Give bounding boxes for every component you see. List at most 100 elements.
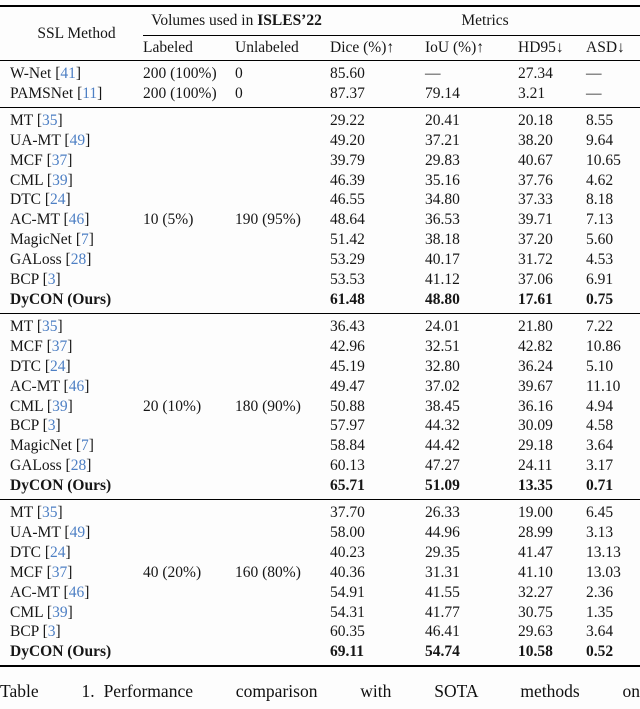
method-cell: MT [35] [0,106,143,131]
table-row: DyCON (Ours) 65.71 51.09 13.35 0.71 [0,476,640,499]
method-cell: MCF [37] [10,151,73,169]
labeled-volumes-cell [143,603,235,623]
asd-value-cell: 6.91 [586,271,614,289]
hd95-value-cell: 36.16 [518,397,553,415]
table-section-labeled-10-percent: MT [35] 36.43 24.01 21.80 7.22 MCF [37] 42.96 3… [0,312,640,499]
citation-link[interactable]: 3 [47,417,56,435]
hd95-value-cell: 38.20 [518,131,553,149]
iou-value-cell: 37.21 [425,131,460,149]
hd95-value-cell: 41.47 [518,543,553,561]
citation-link[interactable]: 28 [70,251,87,269]
citation-link[interactable]: 39 [52,171,68,189]
citation-link[interactable]: 49 [69,523,86,541]
dice-value-cell: 36.43 [330,312,426,337]
unlabeled-volumes-cell [235,583,330,603]
labeled-volumes-cell [143,436,235,456]
citation-link[interactable]: 35 [42,317,58,335]
labeled-volumes-cell [143,642,235,668]
hd95-value-cell: 27.34 [518,65,553,82]
citation-link[interactable]: 24 [50,543,66,561]
method-cell: BCP [3] [10,271,61,289]
citation-link[interactable]: 46 [68,211,85,229]
citation-link[interactable]: 7 [81,231,89,249]
table-row: CML [39] 20 (10%) 180 (90%) 50.88 38.45 36.16… [0,397,640,417]
unlabeled-volumes-cell [235,106,331,131]
citation-link[interactable]: 24 [50,357,66,375]
unlabeled-volumes-cell: 160 (80%) [235,563,301,581]
citation-link[interactable]: 46 [68,377,85,395]
method-cell: CML [39] [10,397,73,415]
dice-value-cell: 46.39 [330,171,365,189]
citation-link[interactable]: 46 [68,583,85,601]
iou-value-cell: 47.27 [425,457,460,475]
method-cell: BCP [3] [10,623,61,641]
labeled-volumes-cell: 200 (100%) [143,84,217,102]
unlabeled-volumes-cell [235,290,330,313]
asd-value-cell: 5.10 [586,357,614,375]
citation-link[interactable]: 11 [82,84,98,102]
hd95-value-cell: 30.75 [518,603,553,621]
citation-link[interactable]: 37 [51,151,68,169]
method-cell: UA-MT [49] [10,131,91,149]
citation-link[interactable]: 3 [47,271,56,289]
column-header-labeled: Labeled [143,35,235,61]
table-row: MCF [37] 42.96 32.51 42.82 10.86 [0,337,640,357]
citation-link[interactable]: 35 [42,504,58,522]
citation-link[interactable]: 35 [42,111,58,129]
asd-value-cell: 2.36 [586,583,614,601]
citation-link[interactable]: 24 [50,191,66,209]
asd-value-cell: 13.13 [586,543,621,561]
dice-value-cell: 65.71 [330,477,365,495]
citation-link[interactable]: 7 [81,437,89,455]
hd95-value-cell: 36.24 [518,357,553,375]
dice-value-cell: 58.84 [330,437,365,455]
labeled-volumes-cell [143,106,235,131]
dice-value-cell: 49.20 [330,131,365,149]
iou-value-cell: 38.45 [425,397,460,415]
group-header-metrics: Metrics [330,6,640,36]
dice-value-cell: 37.70 [330,499,426,523]
table-row: DyCON (Ours) 61.48 48.80 17.61 0.75 [0,290,640,313]
asd-value-cell: 8.18 [586,191,614,209]
citation-link[interactable]: 3 [47,623,56,641]
citation-link[interactable]: 28 [70,457,87,475]
iou-value-cell: 36.53 [425,211,460,229]
citation-link[interactable]: 37 [51,337,68,355]
column-header-ssl-method: SSL Method [0,6,143,61]
hd95-value-cell: 19.00 [518,499,587,523]
labeled-volumes-cell [143,290,235,313]
dice-value-cell: 51.42 [330,231,365,249]
table-row: MCF [37] 39.79 29.83 40.67 10.65 [0,151,640,171]
dice-value-cell: 60.13 [330,457,365,475]
asd-value-cell: 6.45 [586,499,640,523]
hd95-value-cell: 29.63 [518,623,553,641]
labeled-volumes-cell [143,377,235,397]
labeled-volumes-cell: 40 (20%) [143,563,202,581]
hd95-value-cell: 32.27 [518,583,553,601]
iou-value-cell: 40.17 [425,251,460,269]
citation-link[interactable]: 41 [60,65,76,82]
iou-value-cell: 32.80 [425,357,460,375]
citation-link[interactable]: 39 [52,397,68,415]
table-row: GALoss [28] 53.29 40.17 31.72 4.53 [0,250,640,270]
asd-value-cell: 4.62 [586,171,614,189]
hd95-value-cell: 31.72 [518,251,553,269]
citation-link[interactable]: 49 [69,131,86,149]
dice-value-cell: 50.88 [330,397,365,415]
unlabeled-volumes-cell: 0 [235,84,243,102]
method-cell: DyCON (Ours) [10,477,112,495]
labeled-volumes-cell [143,416,235,436]
hd95-value-cell: 21.80 [518,312,587,337]
asd-value-cell: 13.03 [586,563,621,581]
asd-value-cell: 11.10 [586,377,621,395]
asd-value-cell: 3.17 [586,457,614,475]
unlabeled-volumes-cell [235,416,330,436]
iou-value-cell: 41.12 [425,271,460,289]
dice-value-cell: 39.79 [330,151,365,169]
unlabeled-volumes-cell [235,171,330,191]
citation-link[interactable]: 37 [51,563,68,581]
hd95-value-cell: 30.09 [518,417,553,435]
citation-link[interactable]: 39 [52,603,68,621]
labeled-volumes-cell [143,622,235,642]
method-cell: MagicNet [7] [10,231,94,249]
